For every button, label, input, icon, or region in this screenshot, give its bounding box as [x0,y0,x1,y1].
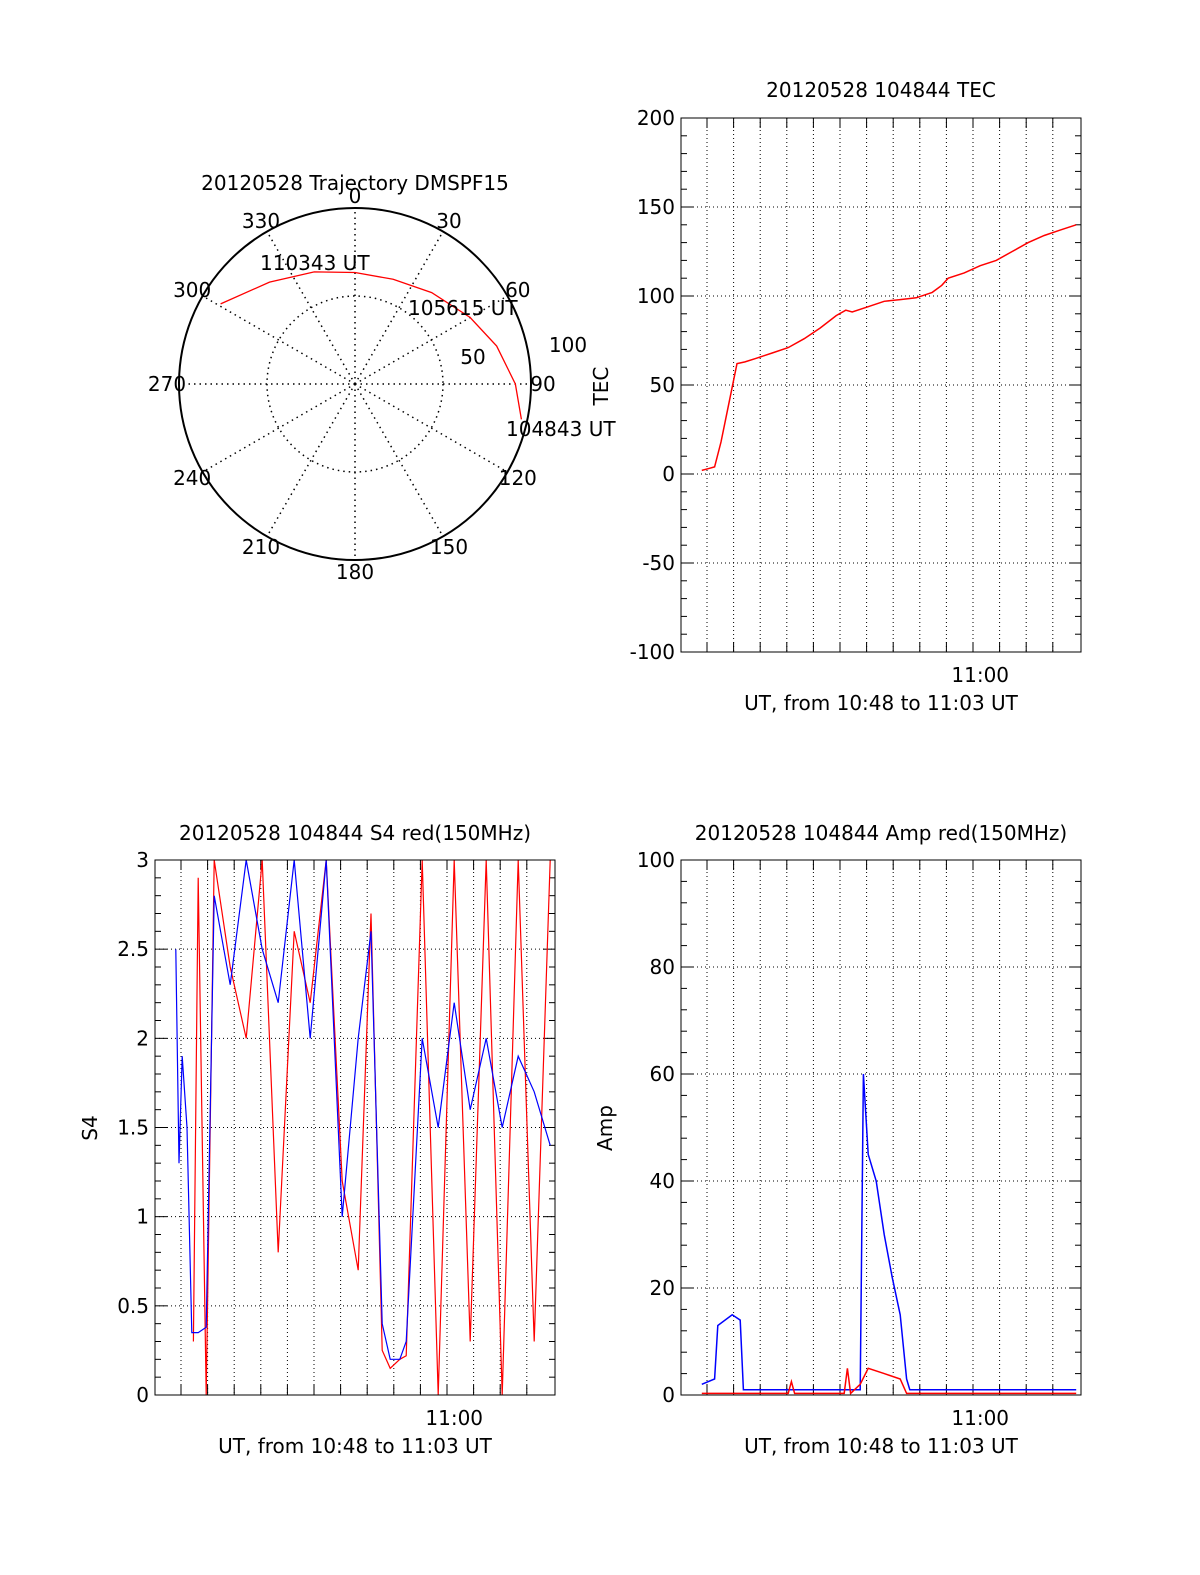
trajectory-panel: 20120528 Trajectory DMSPF15 0 30 60 90 120 15… [148,171,616,584]
s4-ytick-label: 1.5 [117,1116,149,1140]
amp-red-series-line [701,1367,1077,1395]
amp-ticks: 0 20 40 60 80 100 11:00 [637,848,1081,1430]
s4-panel: 20120528 104844 S4 red(150MHz) 0 0.5 1 1.5 2… [78,821,556,1458]
tec-ytick-label: 200 [637,106,675,130]
tec-title: 20120528 104844 TEC [766,78,996,102]
polar-spoke [202,295,356,385]
polar-spoke [354,383,444,537]
trajectory-annotation-end: 110343 UT [260,251,370,275]
amp-plot-frame [680,859,1082,1396]
s4-blue-series-line [175,859,551,1360]
tec-panel: 20120528 104844 TEC -100 -50 0 50 100 150 200 1… [589,78,1082,715]
trajectory-annotation-start: 104843 UT [506,417,616,441]
s4-ytick-label: 0.5 [117,1294,149,1318]
s4-ytick-label: 1 [136,1205,149,1229]
amp-title: 20120528 104844 Amp red(150MHz) [695,821,1067,845]
s4-ylabel: S4 [78,1115,102,1140]
azimuth-label: 270 [148,372,186,396]
polar-grid [179,208,531,560]
trajectory-title: 20120528 Trajectory DMSPF15 [201,171,509,195]
s4-ytick-label: 3 [136,848,149,872]
azimuth-label: 60 [505,278,530,302]
s4-ticks: 0 0.5 1 1.5 2 2.5 3 11:00 [117,848,555,1430]
tec-ytick-label: -50 [642,551,675,575]
amp-ytick-label: 60 [650,1062,675,1086]
polar-spoke [354,383,508,473]
polar-outer-ring [178,207,532,561]
tec-ytick-label: 0 [662,462,675,486]
polar-spoke [354,295,508,385]
trajectory-line [220,271,523,420]
amp-panel: 20120528 104844 Amp red(150MHz) 0 20 40 60 8… [593,821,1082,1458]
amp-grid [681,860,1081,1395]
azimuth-label: 120 [499,466,537,490]
tec-ytick-label: 100 [637,284,675,308]
s4-grid [155,860,555,1395]
s4-ytick-label: 2.5 [117,937,149,961]
tec-xlabel: UT, from 10:48 to 11:03 UT [744,691,1019,715]
s4-title: 20120528 104844 S4 red(150MHz) [179,821,531,845]
azimuth-label: 330 [242,209,280,233]
azimuth-label: 30 [436,209,461,233]
azimuth-label: 210 [242,535,280,559]
s4-ytick-label: 0 [136,1383,149,1407]
tec-ylabel: TEC [589,367,613,407]
tec-ytick-label: 50 [650,373,675,397]
polar-spoke [354,231,444,385]
amp-ytick-label: 20 [650,1276,675,1300]
s4-red-series-line [192,859,551,1396]
tec-ytick-label: 150 [637,195,675,219]
amp-ytick-label: 40 [650,1169,675,1193]
s4-xtick-label: 11:00 [425,1406,483,1430]
tec-series-line [701,224,1077,472]
amp-ytick-label: 0 [662,1383,675,1407]
azimuth-label: 240 [173,466,211,490]
tec-ticks: -100 -50 0 50 100 150 200 11:00 [630,106,1081,687]
azimuth-label: 150 [430,535,468,559]
amp-ytick-label: 80 [650,955,675,979]
elevation-ring-label-100: 100 [549,333,587,357]
amp-xtick-label: 11:00 [951,1406,1009,1430]
polar-spoke [266,231,356,385]
amp-ytick-label: 100 [637,848,675,872]
s4-xlabel: UT, from 10:48 to 11:03 UT [218,1434,493,1458]
polar-spoke [202,383,356,473]
tec-grid [681,118,1081,652]
s4-ytick-label: 2 [136,1026,149,1050]
azimuth-label: 0 [349,184,362,208]
elevation-ring-label-50: 50 [460,345,485,369]
azimuth-label: 300 [173,278,211,302]
polar-spoke [266,383,356,537]
s4-plot-frame [154,859,556,1396]
tec-plot-frame [680,117,1082,653]
trajectory-annotation-mid: 105615 UT [408,296,518,320]
tec-ytick-label: -100 [630,640,675,664]
azimuth-labels: 0 30 60 90 120 150 180 210 240 270 300 330 [148,184,556,584]
amp-xlabel: UT, from 10:48 to 11:03 UT [744,1434,1019,1458]
azimuth-label: 90 [530,372,555,396]
azimuth-label: 180 [336,560,374,584]
amp-ylabel: Amp [593,1105,617,1151]
amp-blue-series-line [701,1073,1077,1391]
polar-inner-ring [266,295,444,473]
tec-xtick-label: 11:00 [951,663,1009,687]
